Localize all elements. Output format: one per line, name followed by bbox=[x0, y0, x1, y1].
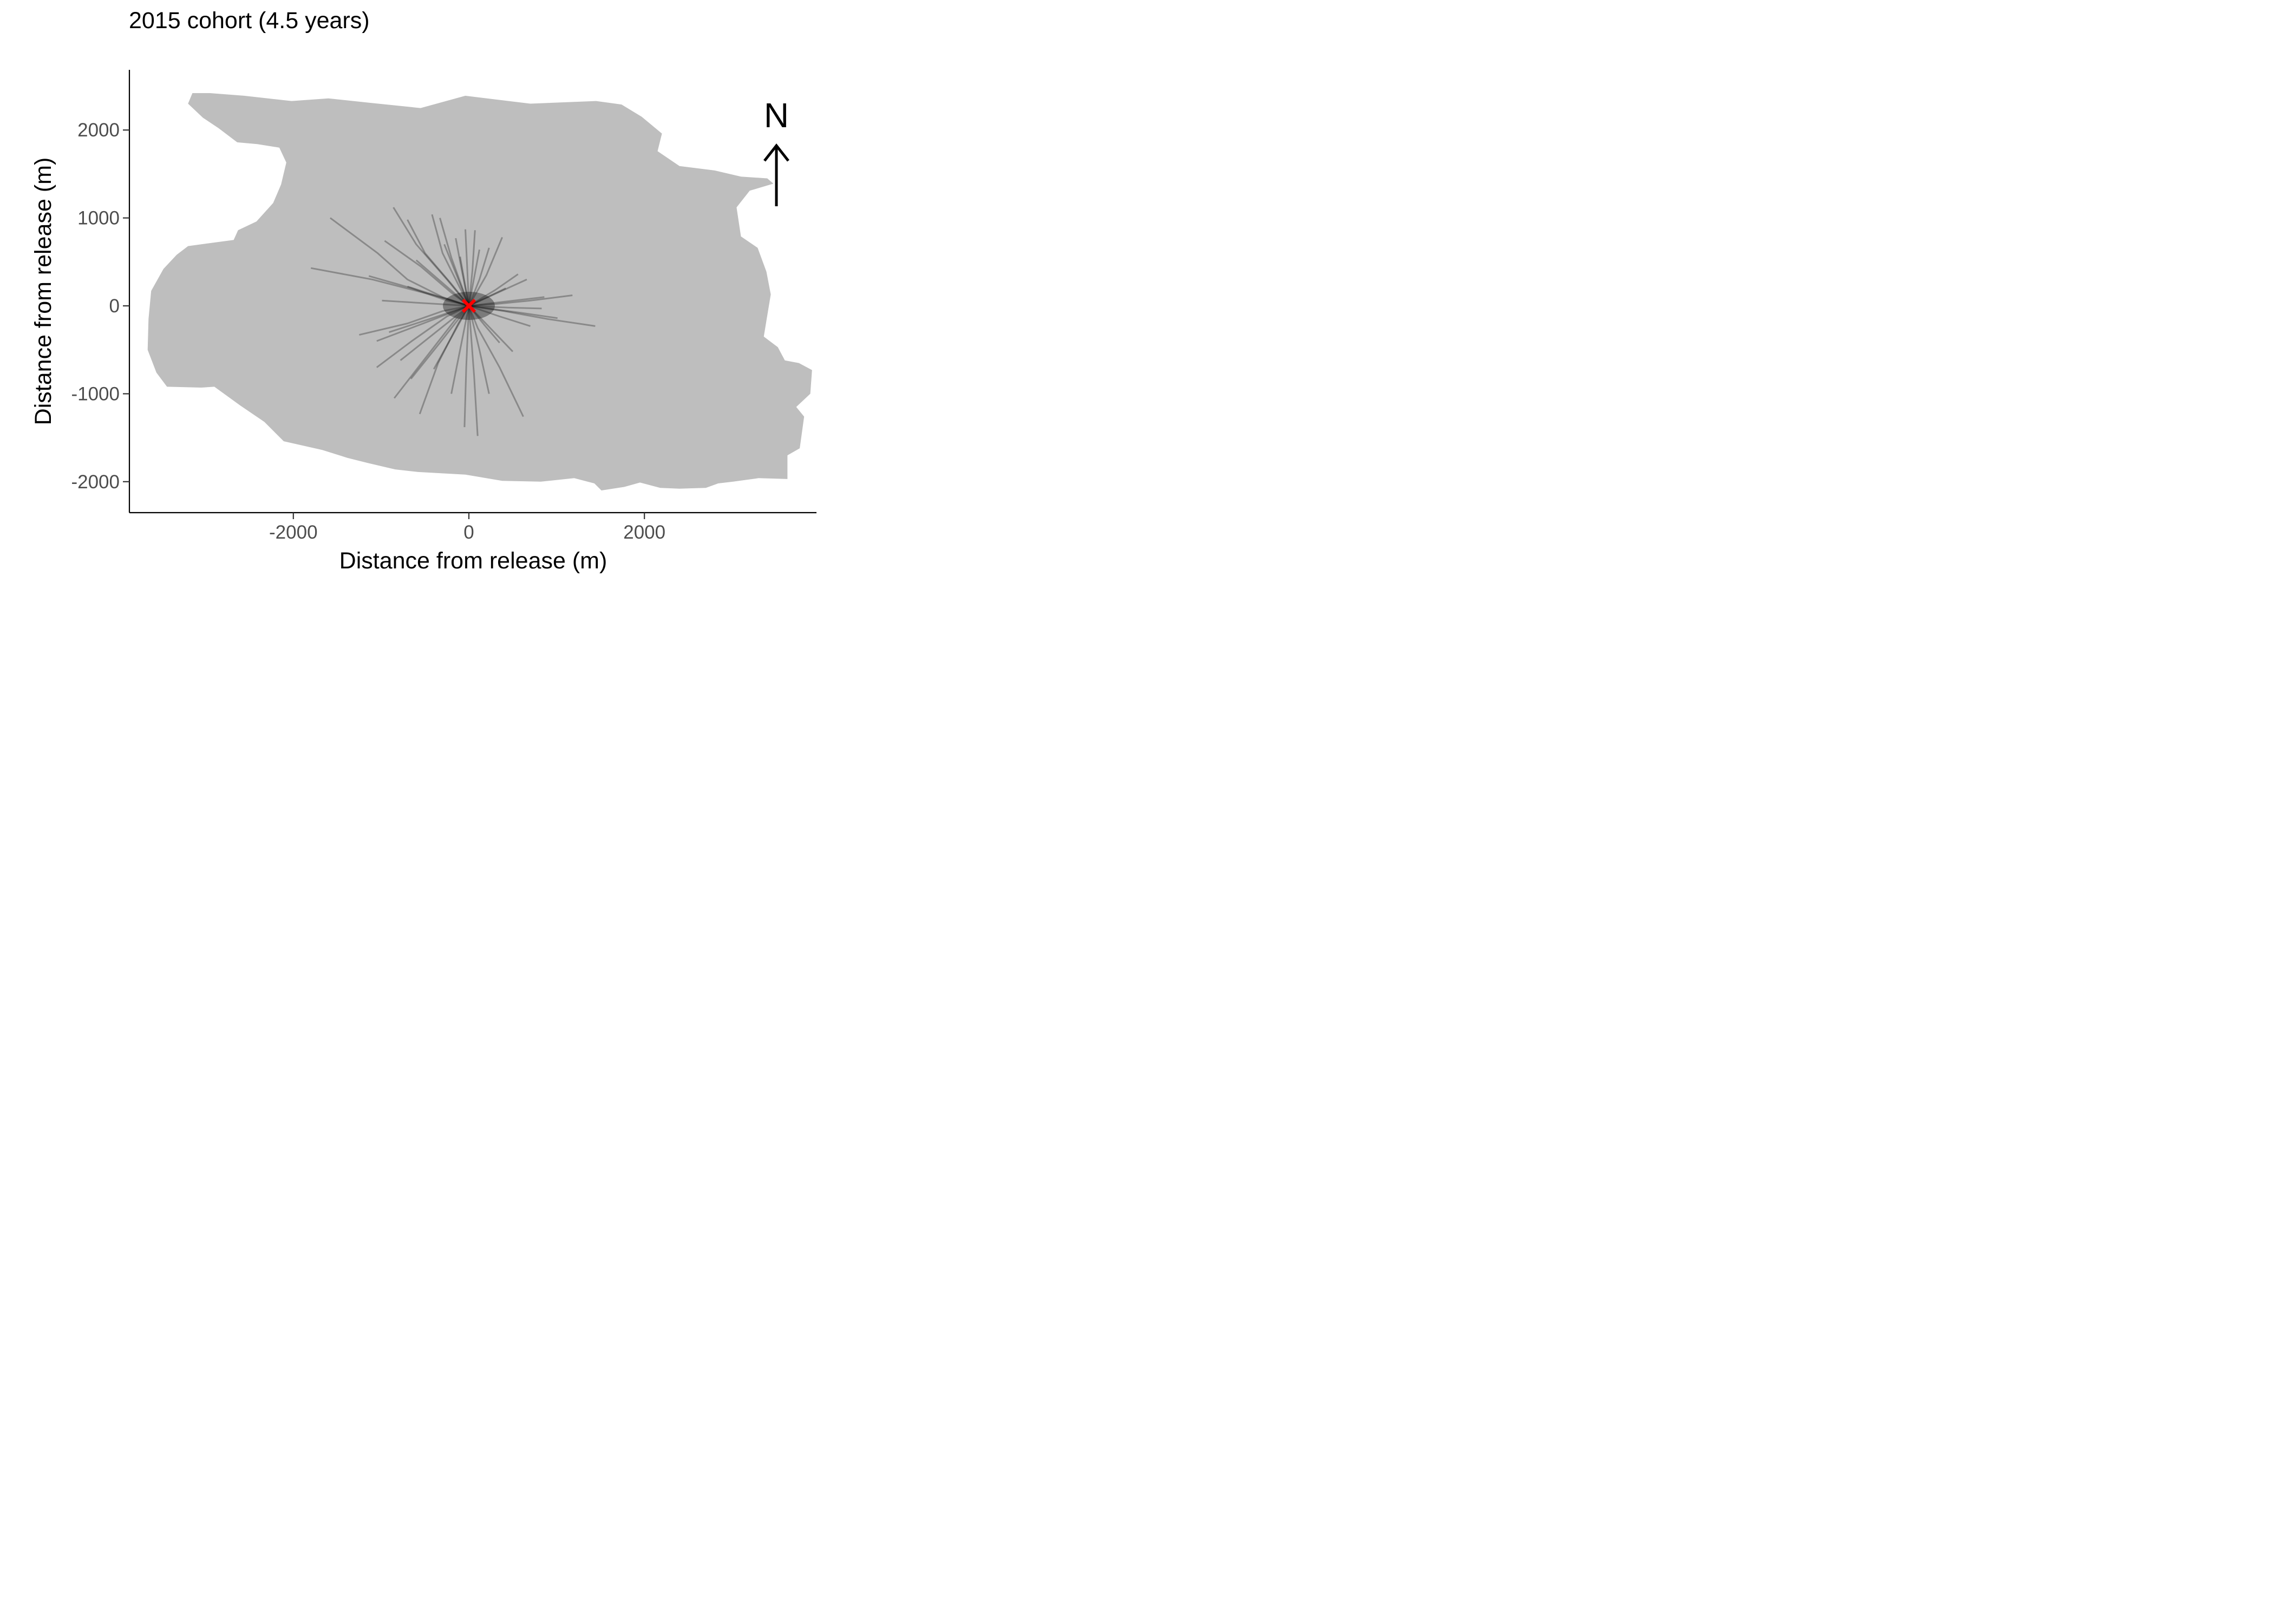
north-arrow-head bbox=[763, 143, 789, 162]
plot-area bbox=[147, 93, 812, 490]
track-7 bbox=[465, 229, 470, 306]
track-29 bbox=[410, 305, 470, 379]
track-21 bbox=[439, 218, 470, 306]
x-tick-label: -2000 bbox=[269, 522, 318, 543]
track-43 bbox=[468, 278, 527, 307]
chart-canvas: 2015 cohort (4.5 years) -2000 0 2000 -2000… bbox=[30, 8, 816, 574]
track-25 bbox=[468, 305, 558, 319]
track-44 bbox=[468, 296, 545, 307]
y-tick-label: 2000 bbox=[77, 120, 120, 141]
track-10 bbox=[468, 294, 573, 307]
y-tick-label: -1000 bbox=[71, 383, 120, 404]
release-marker-stroke-2 bbox=[461, 298, 476, 313]
track-1 bbox=[330, 217, 469, 307]
track-30 bbox=[389, 305, 469, 333]
track-22 bbox=[468, 247, 490, 306]
track-12 bbox=[468, 305, 524, 417]
track-5 bbox=[431, 214, 470, 306]
north-label: N bbox=[764, 96, 789, 135]
track-15 bbox=[419, 305, 470, 415]
x-axis-ticks: -2000 0 2000 bbox=[269, 513, 665, 543]
track-33 bbox=[443, 244, 470, 306]
track-36 bbox=[468, 305, 531, 327]
y-axis-ticks: -2000 -1000 0 1000 2000 bbox=[71, 120, 129, 493]
track-6 bbox=[455, 238, 470, 306]
track-38 bbox=[433, 305, 470, 370]
y-axis-title: Distance from release (m) bbox=[30, 158, 56, 425]
x-tick-label: 2000 bbox=[623, 522, 665, 543]
track-41 bbox=[407, 285, 469, 307]
track-9 bbox=[468, 237, 503, 306]
track-13 bbox=[468, 305, 479, 436]
track-27 bbox=[468, 305, 490, 394]
y-tick-label: -2000 bbox=[71, 472, 120, 493]
track-23 bbox=[468, 273, 519, 307]
x-axis-title: Distance from release (m) bbox=[339, 548, 607, 574]
track-40 bbox=[376, 305, 469, 342]
track-3 bbox=[393, 207, 470, 306]
release-point-marker bbox=[461, 298, 476, 313]
track-20 bbox=[384, 240, 469, 307]
track-16 bbox=[394, 305, 470, 399]
x-tick-label: 0 bbox=[463, 522, 474, 543]
y-tick-label: 0 bbox=[109, 296, 120, 317]
track-28 bbox=[450, 305, 470, 394]
track-31 bbox=[382, 299, 469, 307]
chart-title: 2015 cohort (4.5 years) bbox=[129, 8, 370, 34]
track-24 bbox=[468, 305, 542, 310]
track-8 bbox=[468, 230, 476, 306]
north-arrow: N bbox=[763, 96, 789, 206]
track-18 bbox=[359, 305, 469, 336]
track-19 bbox=[368, 275, 469, 307]
track-4 bbox=[407, 219, 470, 306]
track-35 bbox=[468, 287, 506, 307]
track-2 bbox=[310, 267, 469, 307]
track-42 bbox=[459, 256, 470, 306]
track-32 bbox=[415, 259, 469, 307]
track-17 bbox=[376, 305, 469, 368]
track-39 bbox=[400, 305, 469, 361]
track-11 bbox=[468, 305, 596, 327]
track-14 bbox=[463, 305, 470, 428]
y-tick-label: 1000 bbox=[77, 208, 120, 229]
track-34 bbox=[468, 249, 480, 306]
track-26 bbox=[468, 305, 514, 352]
movement-tracks bbox=[310, 207, 596, 436]
island-shape bbox=[147, 93, 812, 490]
